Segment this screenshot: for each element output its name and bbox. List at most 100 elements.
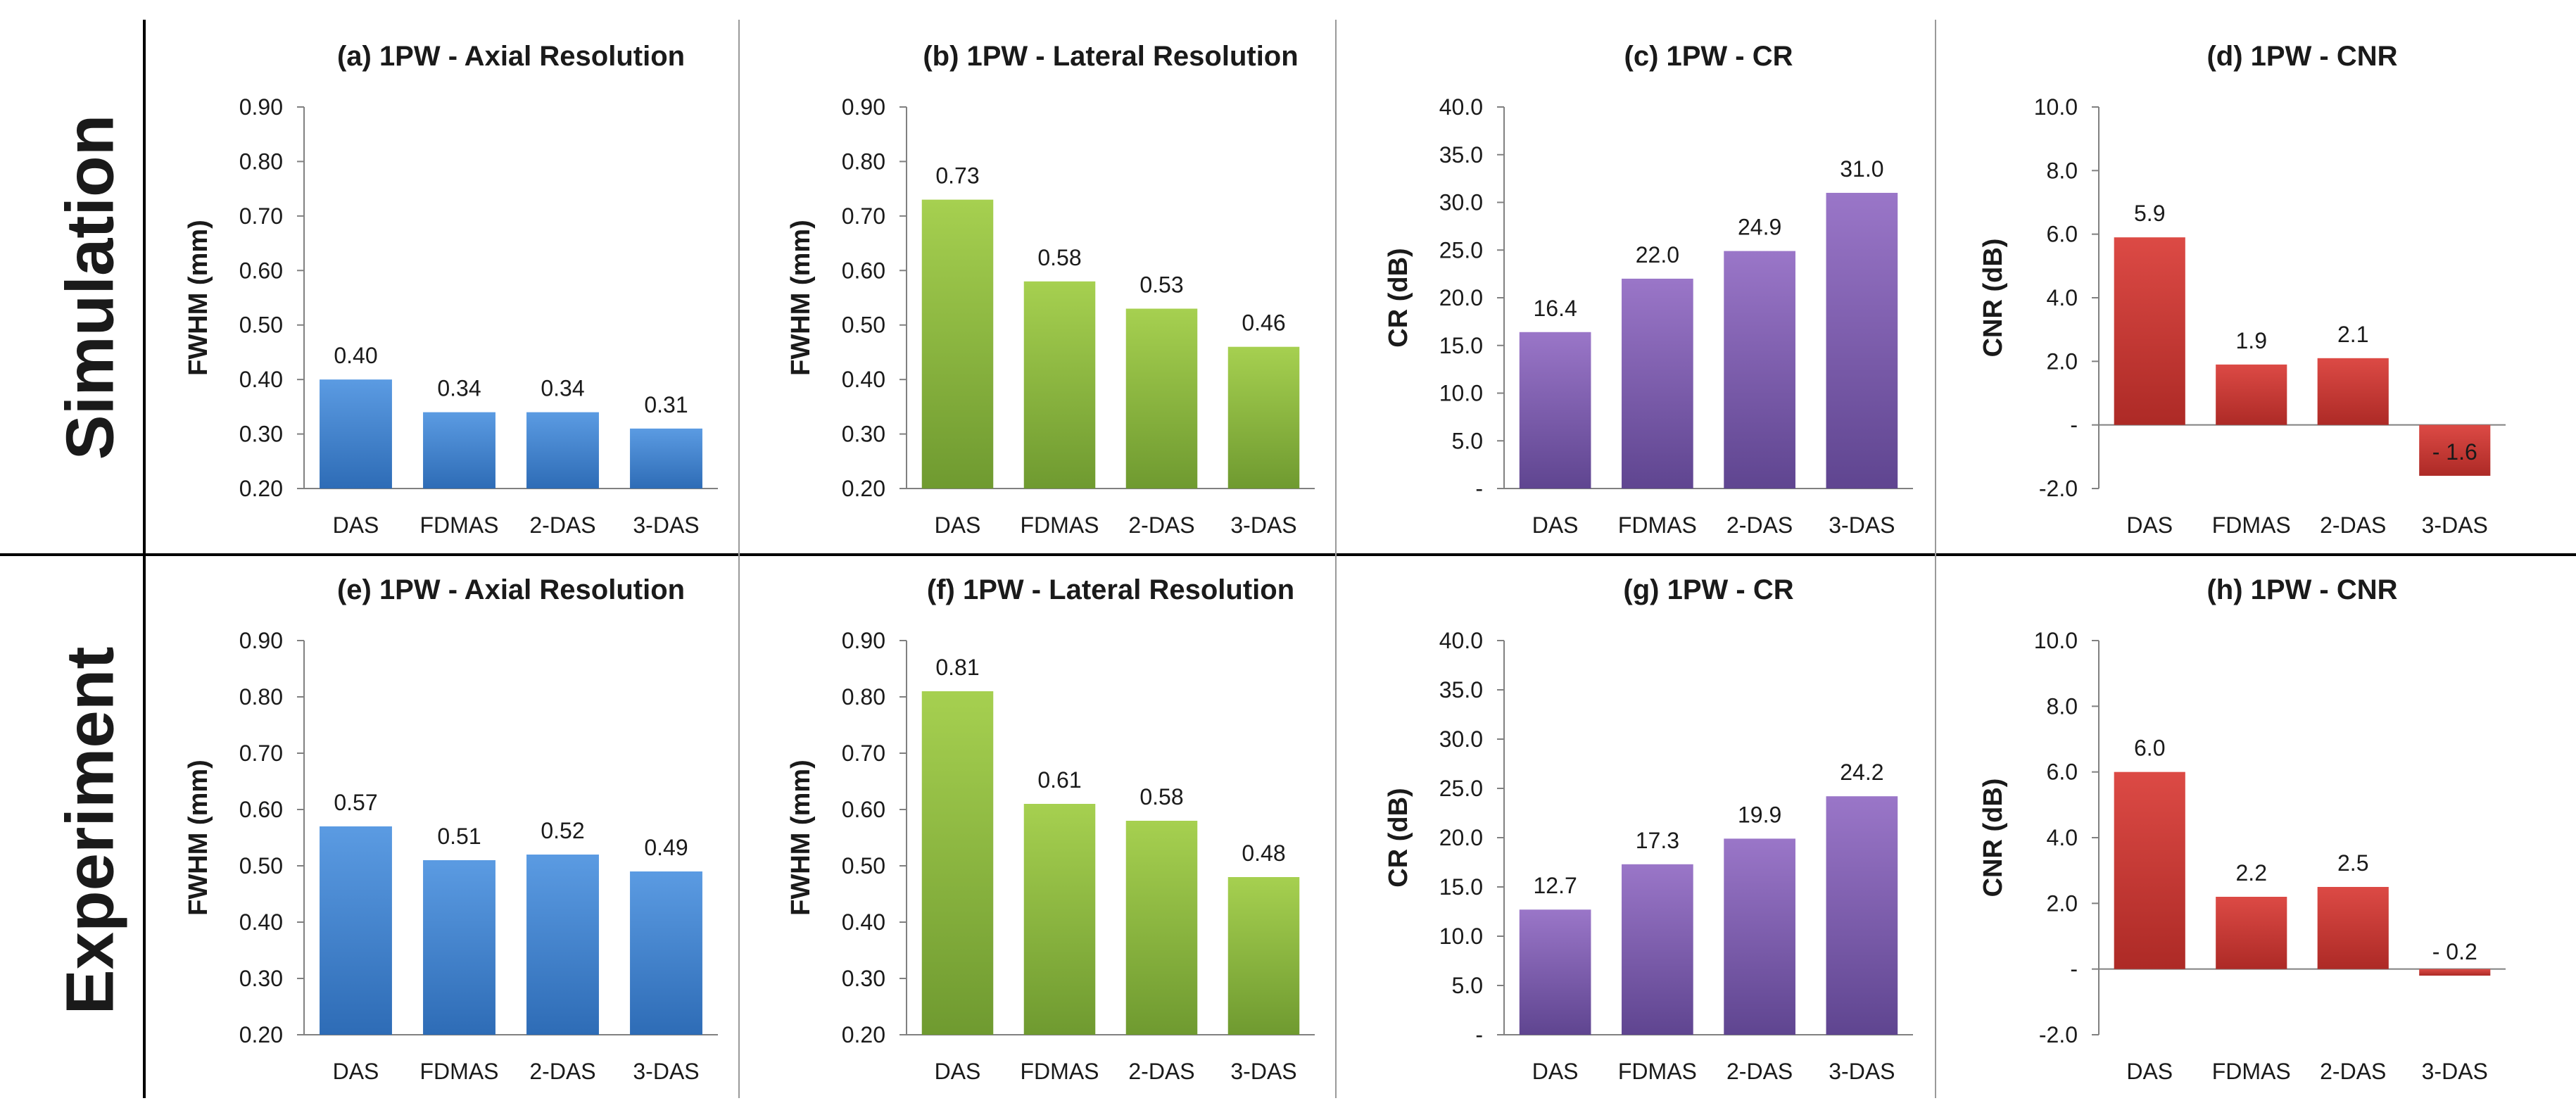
x-tick-label: FDMAS [1618, 1059, 1697, 1084]
y-tick-label: 20.0 [1439, 825, 1483, 850]
panel-title: (f) 1PW - Lateral Resolution [927, 574, 1294, 605]
x-tick-label: 3-DAS [2422, 1059, 2488, 1084]
data-label: 0.53 [1139, 272, 1183, 297]
panel-b-lateral-resolution-simulation: (b) 1PW - Lateral Resolution FWHM (mm) 0.2… [786, 41, 1315, 538]
y-tick-label: 30.0 [1439, 726, 1483, 752]
y-tick-label: 5.0 [1452, 973, 1483, 998]
x-tick-label: FDMAS [1021, 1059, 1099, 1084]
y-tick-label: 5.0 [1452, 428, 1483, 453]
data-label: 12.7 [1533, 873, 1577, 898]
bar-das [320, 826, 392, 1035]
y-tick-label: 0.50 [239, 313, 283, 338]
y-tick-label: 2.0 [2047, 890, 2078, 916]
panel-f-lateral-resolution-experiment: (f) 1PW - Lateral Resolution FWHM (mm) 0.2… [786, 574, 1315, 1084]
y-tick-label: 0.60 [842, 797, 885, 822]
bar-fdmas [2216, 897, 2287, 969]
bar-2-das [526, 855, 599, 1035]
y-axis-label: FWHM (mm) [786, 760, 816, 916]
data-label: 2.2 [2236, 860, 2267, 886]
bar-3-das [630, 871, 702, 1035]
y-tick-label: - [2070, 957, 2078, 982]
bar-2-das [2317, 358, 2389, 425]
y-tick-label: 15.0 [1439, 333, 1483, 358]
panel-title: (c) 1PW - CR [1624, 41, 1793, 72]
y-tick-label: 0.70 [842, 741, 885, 766]
y-axis-label: CR (dB) [1384, 788, 1413, 887]
panel-c-cr-simulation: (c) 1PW - CR CR (dB) - 5.0 10.0 15.0 20.0 25.0 3… [1384, 41, 1913, 538]
bar-3-das [1227, 346, 1300, 489]
data-label: 0.48 [1242, 840, 1285, 866]
panel-title: (a) 1PW - Axial Resolution [337, 41, 685, 72]
panel-title: (b) 1PW - Lateral Resolution [923, 41, 1298, 72]
y-tick-label: 0.40 [239, 909, 283, 935]
bar-fdmas [2216, 364, 2287, 425]
bar-das [2114, 237, 2185, 425]
y-tick-label: 8.0 [2047, 693, 2078, 719]
x-tick-label: DAS [1532, 1059, 1579, 1084]
y-tick-label: 35.0 [1439, 677, 1483, 703]
x-tick-label: DAS [2126, 512, 2173, 538]
data-label: 5.9 [2134, 201, 2165, 226]
y-tick-label: 15.0 [1439, 874, 1483, 900]
bar-das [320, 379, 392, 489]
y-tick-label: 6.0 [2047, 222, 2078, 247]
y-tick-label: 0.90 [842, 628, 885, 653]
y-tick-label: 0.30 [842, 966, 885, 991]
y-axis-label: CR (dB) [1384, 248, 1413, 347]
y-tick-label: 0.40 [239, 367, 283, 392]
x-tick-label: 3-DAS [633, 1059, 699, 1084]
x-tick-label: 3-DAS [1829, 512, 1895, 538]
y-tick-label: 0.50 [842, 853, 885, 878]
x-tick-label: DAS [2126, 1059, 2173, 1084]
data-label: 22.0 [1636, 242, 1679, 267]
y-tick-label: 10.0 [2034, 628, 2078, 653]
y-tick-label: 40.0 [1439, 94, 1483, 120]
data-label: 24.2 [1840, 760, 1883, 785]
y-tick-label: - [2070, 412, 2078, 438]
y-tick-label: 0.40 [842, 367, 885, 392]
x-tick-label: 3-DAS [633, 512, 699, 538]
bar-fdmas [1023, 281, 1096, 489]
y-tick-label: 30.0 [1439, 190, 1483, 215]
x-tick-label: DAS [935, 1059, 981, 1084]
data-label: 17.3 [1636, 828, 1679, 853]
y-tick-label: 0.50 [239, 853, 283, 878]
data-label: 0.57 [334, 790, 377, 815]
data-label: 0.31 [644, 392, 688, 417]
y-tick-label: 0.80 [239, 149, 283, 174]
x-tick-label: 3-DAS [1230, 512, 1296, 538]
data-label: 0.61 [1037, 767, 1081, 793]
bar-2-das [1724, 251, 1795, 489]
y-tick-label: 0.60 [842, 258, 885, 283]
y-tick-label: 0.80 [842, 684, 885, 710]
y-tick-label: - [1475, 1022, 1483, 1047]
data-label: 0.52 [541, 818, 584, 843]
y-tick-label: 40.0 [1439, 628, 1483, 653]
x-tick-label: 2-DAS [1726, 1059, 1793, 1084]
data-label: 0.34 [541, 376, 584, 401]
data-label: 0.49 [644, 835, 688, 860]
x-tick-label: FDMAS [1021, 512, 1099, 538]
x-tick-label: 2-DAS [529, 512, 595, 538]
y-axis-label: FWHM (mm) [184, 760, 213, 916]
data-label: 24.9 [1738, 215, 1781, 240]
panel-g-cr-experiment: (g) 1PW - CR CR (dB) - 5.0 10.0 15.0 20.0 25.0 3… [1384, 574, 1913, 1084]
bar-fdmas [423, 412, 495, 489]
y-tick-label: -2.0 [2039, 476, 2078, 501]
x-tick-label: 2-DAS [2320, 512, 2386, 538]
y-tick-label: 0.40 [842, 909, 885, 935]
bar-das [1519, 332, 1591, 489]
bar-fdmas [1023, 804, 1096, 1035]
data-label: 0.40 [334, 343, 377, 368]
y-tick-label: 0.80 [239, 684, 283, 710]
data-label: - 1.6 [2432, 439, 2477, 465]
row-label-simulation: Simulation [53, 115, 128, 460]
y-axis-label: CNR (dB) [1978, 779, 2008, 897]
y-tick-label: 0.90 [842, 94, 885, 120]
y-axis-label: FWHM (mm) [786, 220, 816, 376]
data-label: 0.73 [935, 163, 979, 189]
y-tick-label: 0.70 [239, 203, 283, 229]
x-tick-label: 3-DAS [2422, 512, 2488, 538]
y-tick-label: 10.0 [1439, 924, 1483, 949]
